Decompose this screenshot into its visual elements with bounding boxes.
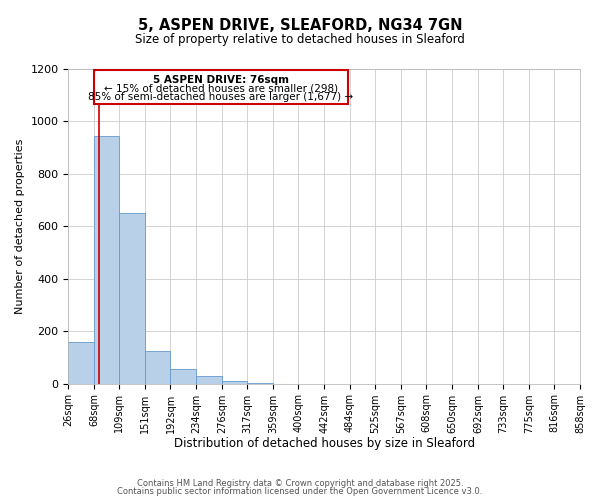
Bar <box>94 136 119 384</box>
Bar <box>247 383 273 384</box>
Y-axis label: Number of detached properties: Number of detached properties <box>15 138 25 314</box>
Text: 5 ASPEN DRIVE: 76sqm: 5 ASPEN DRIVE: 76sqm <box>153 75 289 85</box>
Bar <box>119 213 145 384</box>
Text: Size of property relative to detached houses in Sleaford: Size of property relative to detached ho… <box>135 32 465 46</box>
Bar <box>170 368 196 384</box>
Text: 85% of semi-detached houses are larger (1,677) →: 85% of semi-detached houses are larger (… <box>88 92 353 102</box>
Text: ← 15% of detached houses are smaller (298): ← 15% of detached houses are smaller (29… <box>104 84 338 94</box>
Text: Contains public sector information licensed under the Open Government Licence v3: Contains public sector information licen… <box>118 487 482 496</box>
Bar <box>196 376 222 384</box>
Bar <box>222 381 247 384</box>
Bar <box>145 351 170 384</box>
Text: Contains HM Land Registry data © Crown copyright and database right 2025.: Contains HM Land Registry data © Crown c… <box>137 478 463 488</box>
Text: 5, ASPEN DRIVE, SLEAFORD, NG34 7GN: 5, ASPEN DRIVE, SLEAFORD, NG34 7GN <box>138 18 462 32</box>
X-axis label: Distribution of detached houses by size in Sleaford: Distribution of detached houses by size … <box>173 437 475 450</box>
Bar <box>68 342 94 384</box>
Bar <box>94 70 347 104</box>
